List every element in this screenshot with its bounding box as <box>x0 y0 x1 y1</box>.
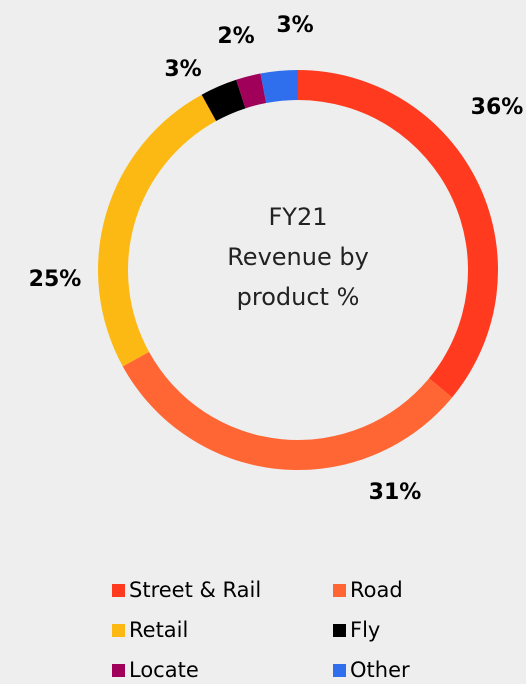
slice <box>201 79 246 122</box>
chart-title: FY21 <box>268 203 327 231</box>
legend-label: Retail <box>129 618 188 642</box>
legend-swatch <box>112 624 125 637</box>
value-label: 3% <box>276 13 313 38</box>
legend-label: Street & Rail <box>129 578 261 602</box>
legend-label: Locate <box>129 658 199 682</box>
chart-title: product % <box>237 283 360 311</box>
legend-swatch <box>333 624 346 637</box>
value-label: 25% <box>29 267 82 292</box>
slice <box>236 73 267 109</box>
slice <box>260 70 298 104</box>
slice <box>122 351 453 471</box>
value-label: 31% <box>369 480 422 505</box>
legend-swatch <box>333 584 346 597</box>
legend-swatch <box>333 664 346 677</box>
legend-swatch <box>112 664 125 677</box>
legend-swatch <box>112 584 125 597</box>
slice <box>98 94 217 367</box>
value-label: 36% <box>471 95 524 120</box>
slice <box>298 70 498 398</box>
legend-label: Other <box>350 658 410 682</box>
value-label: 3% <box>164 57 201 82</box>
legend-label: Fly <box>350 618 380 642</box>
chart-title: Revenue by <box>227 243 369 271</box>
legend-label: Road <box>350 578 403 602</box>
value-label: 2% <box>217 24 254 49</box>
